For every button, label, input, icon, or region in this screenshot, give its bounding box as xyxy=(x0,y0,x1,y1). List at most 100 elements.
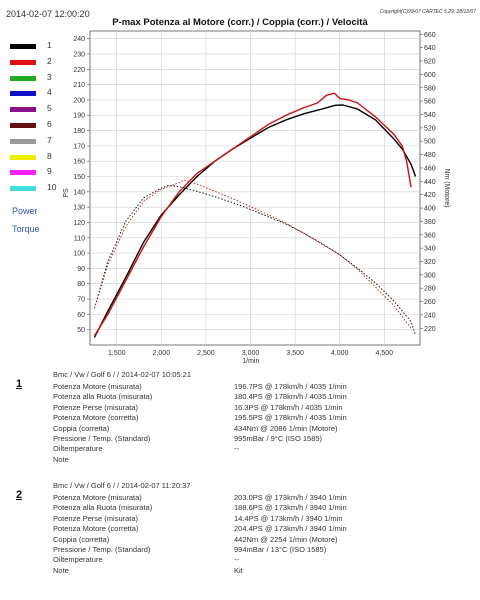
y-right-tick-label: 420 xyxy=(424,192,436,199)
y-left-tick-label: 170 xyxy=(73,143,85,150)
run-row: Coppia (corretta) 434Nm @ 2086 1/min (Mot… xyxy=(53,424,473,434)
legend-number: 7 xyxy=(47,134,52,145)
x-tick-label: 3,500 xyxy=(286,350,304,357)
legend-swatch xyxy=(10,44,36,49)
run-row-label: Note xyxy=(53,565,69,575)
y-left-tick-label: 200 xyxy=(73,97,85,104)
y-right-tick-label: 600 xyxy=(424,72,436,79)
run-row: Note xyxy=(53,455,473,465)
legend-swatch xyxy=(10,75,36,81)
legend-number: 1 xyxy=(47,40,52,50)
run-row: Potenza alla Ruota (misurata) 188.6PS @ 1… xyxy=(53,503,473,513)
chart-title: P-max Potenza al Motore (corr.) / Coppia… xyxy=(112,17,368,28)
run-row-value: 204.4PS @ 173km/h / 3940 1/min xyxy=(234,524,347,534)
run-row: Potenze Perse (misurata) 16.3PS @ 178km/h… xyxy=(53,403,473,413)
y-right-tick-label: 380 xyxy=(424,219,436,226)
copyright-notice: Copyright(C)99-07 CARTEC 5.29, 28/12/07 xyxy=(379,9,476,15)
y-right-tick-label: 460 xyxy=(424,165,436,172)
y-right-tick-label: 400 xyxy=(424,206,436,213)
x-tick-label: 4,500 xyxy=(376,350,394,357)
plot-area xyxy=(89,30,421,346)
y-left-tick-label: 210 xyxy=(73,82,85,89)
dyno-chart: 1,500 2,000 2,500 3,000 3,500 4,000 4,500 50 60 7… xyxy=(63,30,450,365)
y-left-tick-label: 150 xyxy=(73,174,85,181)
run-number: 1 xyxy=(16,378,23,390)
x-tick-label: 2,000 xyxy=(153,350,171,357)
run-row: Potenza Motore (corretta) 204.4PS @ 173km… xyxy=(53,524,473,534)
y-right-tick-label: 260 xyxy=(424,299,436,306)
series-4-line xyxy=(94,179,412,329)
run-row: Coppia (corretta) 442Nm @ 2254 1/min (Mot… xyxy=(53,535,473,545)
y-left-tick-label: 100 xyxy=(73,251,85,258)
y-right-tick-label: 620 xyxy=(424,59,436,66)
y-right-tick-label: 280 xyxy=(424,286,436,293)
legend-swatch xyxy=(10,186,36,192)
y-left-tick-label: 230 xyxy=(73,51,85,58)
legend-number: 2 xyxy=(47,55,52,66)
run-row-value: Kit xyxy=(234,565,243,575)
run-row-label: Potenza Motore (misurata) xyxy=(53,493,142,502)
x-axis-label: 1/min xyxy=(242,358,259,365)
y-left-tick-label: 60 xyxy=(77,312,85,319)
y-left-tick-label: 120 xyxy=(73,220,85,227)
run-row-value: 195.5PS @ 178km/h / 4035 1/min xyxy=(234,413,347,423)
y-left-tick-label: 130 xyxy=(73,205,85,212)
run-row-value: 188.6PS @ 173km/h / 3940 1/min xyxy=(234,503,347,513)
timestamp: 2014-02-07 12:00:20 xyxy=(6,9,90,19)
y-right-tick-label: 520 xyxy=(424,125,436,132)
x-tick-label: 2,500 xyxy=(197,350,215,357)
y-right-tick-label: 560 xyxy=(424,99,436,106)
y-right-tick-label: 360 xyxy=(424,232,436,239)
y-left-tick-label: 110 xyxy=(74,235,85,242)
run-row-value: 203.0PS @ 173km/h / 3940 1/min xyxy=(234,493,347,502)
series-2-line xyxy=(93,92,412,337)
legend-number: 9 xyxy=(47,166,52,177)
y-left-tick-label: 80 xyxy=(77,281,85,288)
run-row: Potenza alla Ruota (misurata) 180.4PS @ 1… xyxy=(53,392,473,402)
run-block-2: 2 Bmc / Vw / Golf 6 / / 2014-02-07 11:20:… xyxy=(0,481,480,591)
run-row-value: 442Nm @ 2254 1/min (Motore) xyxy=(234,534,338,544)
legend-number: 8 xyxy=(47,150,52,161)
run-row-value: 434Nm @ 2086 1/min (Motore) xyxy=(234,423,338,433)
run-row: Potenza Motore (misurata) 196.7PS @ 178km… xyxy=(53,382,473,392)
y-left-axis-label: PS xyxy=(63,188,70,198)
series-3-line xyxy=(94,184,416,336)
legend-number: 10 xyxy=(47,182,57,193)
y-left-tick-label: 70 xyxy=(77,297,85,304)
y-right-tick-label: 580 xyxy=(424,85,436,92)
run-row-value: -- xyxy=(234,444,239,454)
run-row: Pressione / Temp. (Standard) 994mBar / 13… xyxy=(53,545,473,555)
legend-swatch xyxy=(10,59,36,65)
legend-swatch xyxy=(10,154,36,160)
run-row-value: 180.4PS @ 178km/h / 4035 1/min xyxy=(234,392,347,402)
legend-swatch xyxy=(10,91,36,97)
y-left-tick-label: 50 xyxy=(77,327,85,334)
run-row: Oiltemperature -- xyxy=(53,444,473,454)
run-row: Pressione / Temp. (Standard) 995mBar / 9°… xyxy=(53,434,473,444)
run-row-value: 16.3PS @ 178km/h / 4035 1/min xyxy=(234,402,343,412)
y-right-tick-label: 500 xyxy=(424,139,436,146)
y-left-tick-label: 240 xyxy=(73,36,85,43)
run-row-label: Potenza alla Ruota (misurata) xyxy=(53,503,153,513)
run-row: Potenze Perse (misurata) 14.4PS @ 173km/h… xyxy=(53,514,473,524)
y-left-tick-label: 90 xyxy=(77,266,85,273)
y-right-tick-label: 340 xyxy=(424,246,436,253)
y-right-axis-label: Nm (Motore) xyxy=(443,168,450,207)
y-right-tick-label: 640 xyxy=(424,45,436,52)
y-right-tick-label: 540 xyxy=(424,112,436,119)
legend-swatch xyxy=(10,107,36,113)
run-header: Bmc / Vw / Golf 6 / / 2014-02-07 10:05:2… xyxy=(53,370,191,379)
run-row: Note Kit xyxy=(53,566,473,576)
legend-swatch xyxy=(10,170,36,176)
y-right-tick-label: 220 xyxy=(424,326,436,333)
legend-torque-label: Torque xyxy=(12,224,40,234)
y-right-tick-label: 240 xyxy=(424,312,436,319)
run-row-label: Potenze Perse (misurata) xyxy=(53,402,139,412)
y-left-tick-label: 160 xyxy=(73,159,85,166)
legend-swatch xyxy=(10,138,36,144)
run-row-label: Pressione / Temp. (Standard) xyxy=(53,434,151,443)
run-row-label: Oiltemperature xyxy=(53,555,103,565)
run-row-value: -- xyxy=(234,555,239,565)
y-right-tick-label: 660 xyxy=(424,32,436,39)
y-right-tick-label: 300 xyxy=(424,272,436,279)
